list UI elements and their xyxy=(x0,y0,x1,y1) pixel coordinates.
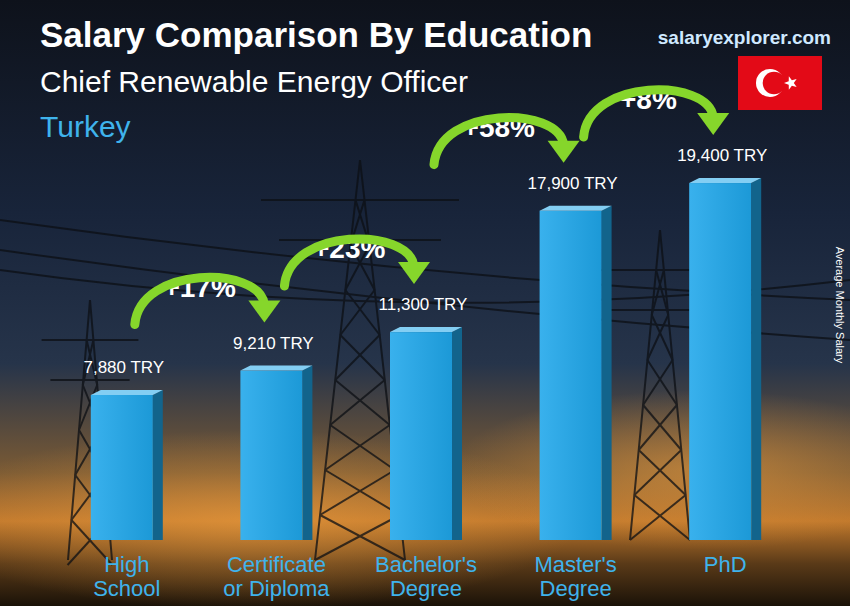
background xyxy=(0,0,850,606)
pylon-brace xyxy=(643,360,673,405)
pylon-brace xyxy=(340,335,384,380)
data-label: 7,880 TRY xyxy=(83,358,164,377)
subtitle: Chief Renewable Energy Officer xyxy=(40,65,468,98)
category-label: Bachelor'sDegree xyxy=(375,552,477,601)
flag-star xyxy=(784,76,797,89)
flag-crescent-cut xyxy=(763,72,786,95)
pylon xyxy=(630,230,690,540)
category-line: Degree xyxy=(390,576,462,601)
category-label: HighSchool xyxy=(93,552,160,601)
category-line: Certificate xyxy=(227,552,326,577)
bar xyxy=(240,371,302,540)
growth-arrowhead xyxy=(398,262,430,284)
data-label: 19,400 TRY xyxy=(677,146,767,165)
pylon-brace xyxy=(320,470,395,515)
pylons xyxy=(0,160,850,565)
bars xyxy=(91,178,761,540)
location: Turkey xyxy=(40,110,131,143)
bar-group xyxy=(390,327,462,540)
pylon-brace xyxy=(639,405,677,450)
bar-side xyxy=(153,390,163,540)
data-label: 11,300 TRY xyxy=(379,295,468,314)
category-line: High xyxy=(104,552,149,577)
bar-group xyxy=(689,178,761,540)
category-line: Master's xyxy=(534,552,616,577)
growth-arrowhead xyxy=(548,141,580,163)
bar-side xyxy=(302,366,312,540)
pylon-brace xyxy=(325,425,390,470)
data-label: 9,210 TRY xyxy=(233,334,314,353)
category-line: PhD xyxy=(704,552,747,577)
pylon-brace xyxy=(330,425,395,470)
pylon-brace xyxy=(330,380,385,425)
pylon-arm xyxy=(50,379,129,381)
pylon-brace xyxy=(634,450,681,495)
source: salaryexplorer.com xyxy=(658,27,831,48)
pylon-brace xyxy=(335,335,379,380)
pylon-brace xyxy=(647,360,677,405)
category-line: Bachelor's xyxy=(375,552,477,577)
category-label: Master'sDegree xyxy=(534,552,616,601)
bar-group xyxy=(540,206,612,540)
category-label: Certificateor Diploma xyxy=(223,552,330,601)
pylon-brace xyxy=(652,270,664,315)
labels: 7,880 TRY HighSchool 9,210 TRY Certificateo… xyxy=(83,84,767,601)
bar-side xyxy=(602,206,612,540)
pylon-brace xyxy=(630,495,686,540)
category-line: Degree xyxy=(540,576,612,601)
arrows xyxy=(135,90,729,325)
bar-top xyxy=(390,327,462,332)
bar-side xyxy=(751,178,761,540)
y-axis-label: Average Monthly Salary xyxy=(834,247,846,364)
growth-arrow xyxy=(135,277,265,324)
pylon-brace xyxy=(643,405,681,450)
bar xyxy=(540,211,602,540)
bar-top xyxy=(689,178,761,183)
flag xyxy=(738,56,822,110)
pylon-arm xyxy=(42,339,139,341)
data-label: 17,900 TRY xyxy=(528,174,618,193)
growth-arrow xyxy=(434,118,564,165)
bar-top xyxy=(240,366,312,371)
chart-svg: Salary Comparison By Education Chief Rene… xyxy=(0,0,850,606)
category-line: or Diploma xyxy=(223,576,330,601)
growth-arrow xyxy=(584,90,714,137)
pylon-brace xyxy=(634,495,690,540)
bar-top xyxy=(540,206,612,211)
pylon-brace xyxy=(639,450,686,495)
sun-glow xyxy=(450,390,850,550)
bar-group xyxy=(240,366,312,540)
pylon-brace xyxy=(325,470,400,515)
bar-top xyxy=(91,390,163,395)
growth-arrowhead xyxy=(248,301,280,323)
bar xyxy=(91,395,153,540)
bar xyxy=(390,332,452,540)
pylon-brace xyxy=(335,380,390,425)
pylon-arm xyxy=(261,199,459,201)
category-line: School xyxy=(93,576,160,601)
bar-side xyxy=(452,327,462,540)
pylon-brace xyxy=(652,315,673,360)
category-label: PhD xyxy=(704,552,747,577)
title: Salary Comparison By Education xyxy=(40,15,592,54)
bar-group xyxy=(91,390,163,540)
pylon-brace xyxy=(647,315,668,360)
flag-field xyxy=(738,56,822,110)
growth-arrow xyxy=(284,239,414,286)
growth-arrowhead xyxy=(697,113,729,135)
bar xyxy=(689,183,751,540)
